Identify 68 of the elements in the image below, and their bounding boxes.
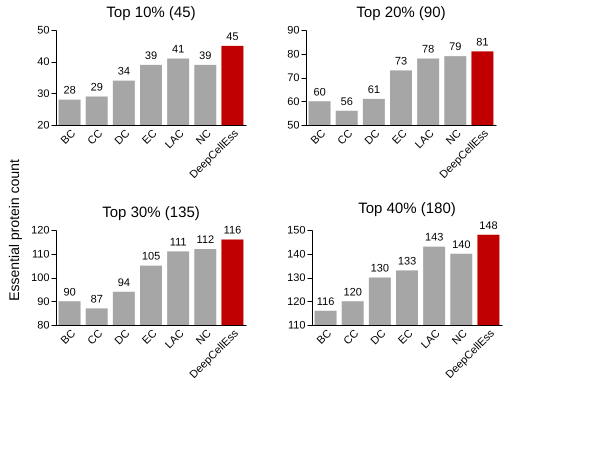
data-label: 112	[196, 234, 214, 246]
data-label: 34	[118, 66, 130, 78]
data-label: 39	[144, 50, 158, 62]
x-tick-label: CC	[85, 327, 106, 348]
x-tick-label: DC	[112, 327, 132, 348]
y-tick-label: 80	[287, 48, 300, 60]
data-label: 29	[90, 82, 103, 94]
data-label: 130	[370, 262, 390, 274]
data-label: 41	[172, 44, 184, 56]
x-tick-label: CC	[85, 127, 106, 148]
y-tick-label: 90	[37, 296, 50, 308]
y-tick-label: 70	[287, 72, 300, 84]
x-tick-label: DC	[362, 127, 382, 148]
y-tick-label: 50	[37, 24, 50, 36]
data-label: 105	[142, 250, 160, 263]
data-label: 61	[368, 84, 380, 96]
x-tick-label: BC	[58, 127, 78, 147]
y-tick-label: 50	[287, 120, 300, 132]
x-tick-label: EC	[396, 327, 416, 347]
y-tick-label: 130	[287, 272, 306, 284]
data-label: 78	[422, 44, 434, 56]
x-tick-label: EC	[390, 127, 410, 147]
x-tick-label: EC	[140, 127, 160, 147]
x-tick-label: BC	[58, 327, 78, 347]
y-tick-label: 20	[37, 120, 50, 132]
x-tick-label: CC	[335, 127, 356, 148]
chart-title: Top 40% (180)	[358, 200, 456, 217]
data-label: 87	[90, 293, 103, 306]
data-label: 60	[313, 86, 326, 98]
data-label: 140	[452, 238, 470, 251]
y-tick-label: 110	[288, 320, 306, 332]
data-label: 81	[476, 36, 489, 48]
y-axis-title: Essential protein count	[6, 159, 22, 301]
y-tick-label: 60	[287, 96, 300, 108]
y-tick-label: 80	[37, 320, 50, 332]
data-label: 120	[344, 286, 362, 298]
x-tick-label: DC	[368, 327, 388, 348]
data-label: 116	[316, 296, 334, 308]
x-tick-label: DC	[112, 127, 132, 148]
data-label: 116	[224, 224, 242, 236]
data-label: 45	[226, 30, 239, 43]
x-tick-label: BC	[308, 127, 328, 147]
y-tick-label: 120	[287, 296, 306, 308]
y-tick-label: 40	[37, 56, 50, 68]
y-tick-label: 110	[32, 248, 50, 260]
y-tick-label: 100	[31, 272, 50, 284]
chart-title: Top 10% (45)	[106, 4, 196, 21]
data-label: 79	[449, 41, 462, 54]
y-tick-label: 30	[37, 88, 50, 100]
data-label: 133	[398, 255, 416, 268]
data-label: 73	[394, 55, 408, 68]
chart-title: Top 20% (90)	[356, 4, 446, 21]
y-tick-label: 140	[287, 248, 306, 260]
x-tick-label: BC	[314, 327, 334, 347]
data-label: 28	[63, 84, 76, 97]
x-tick-label: CC	[341, 327, 362, 348]
chart-title: Top 30% (135)	[102, 204, 200, 221]
data-label: 148	[479, 220, 498, 232]
y-tick-label: 150	[287, 224, 306, 236]
data-label: 56	[340, 96, 353, 108]
x-tick-label: EC	[140, 327, 160, 347]
y-tick-label: 120	[31, 224, 50, 236]
data-label: 90	[63, 286, 76, 298]
data-label: 94	[118, 276, 130, 289]
y-tick-label: 90	[287, 24, 300, 36]
data-label: 143	[424, 232, 444, 244]
data-label: 111	[170, 236, 187, 248]
data-label: 39	[199, 50, 212, 62]
